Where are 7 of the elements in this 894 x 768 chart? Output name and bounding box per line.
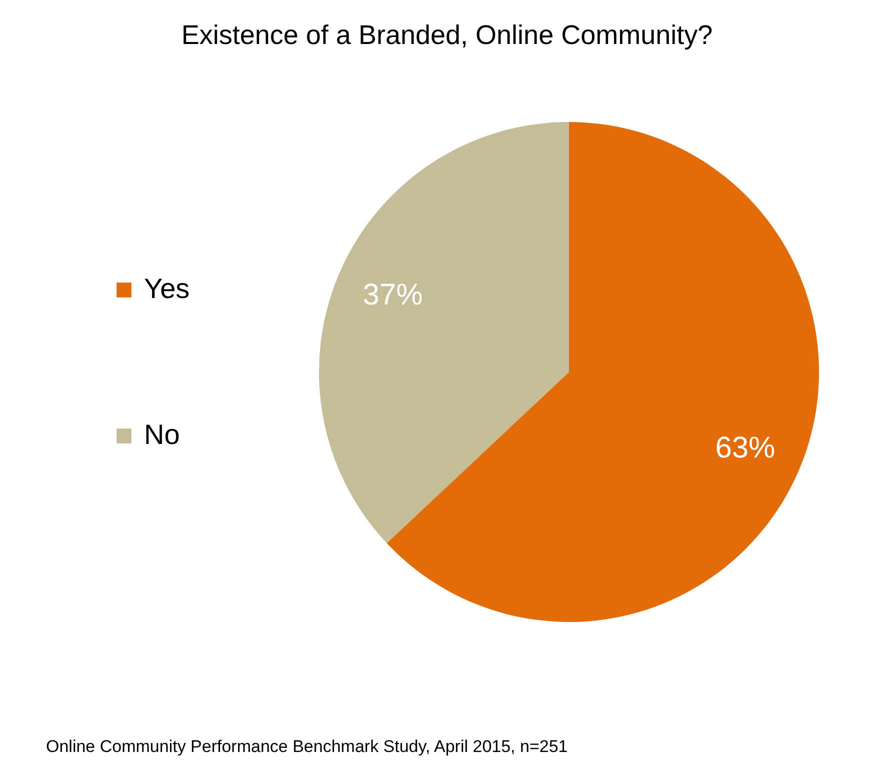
data-label: 37%	[362, 278, 423, 312]
chart-title: Existence of a Branded, Online Community?	[181, 20, 713, 50]
pie-slice	[319, 122, 569, 544]
data-label: 63%	[715, 431, 776, 464]
legend-label: Yes	[144, 273, 190, 304]
text: Online Community Performance Benchmark Study, April 2015, n=251	[46, 737, 568, 757]
legend-label: No	[144, 419, 180, 450]
